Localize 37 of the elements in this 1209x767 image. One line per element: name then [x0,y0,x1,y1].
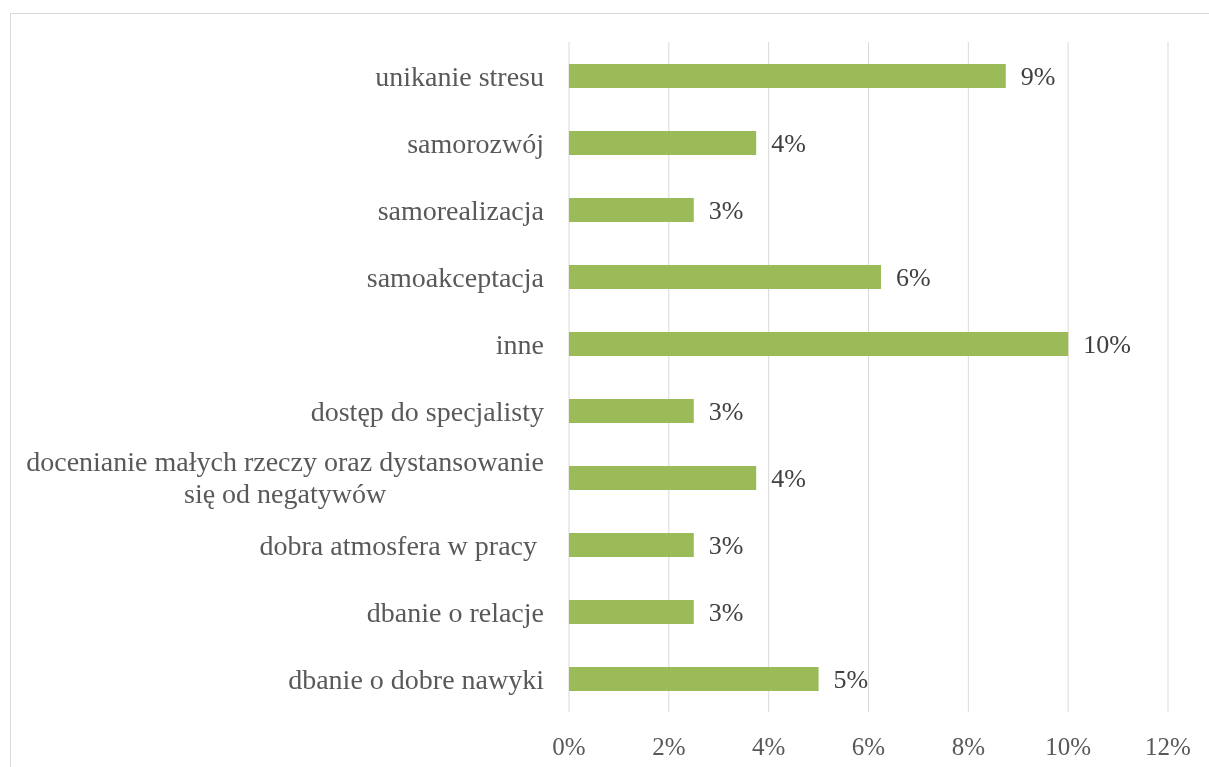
x-tick-label: 10% [1045,733,1092,760]
y-tick-label: docenianie małych rzeczy oraz dystansowanie się od negatywów [26,446,545,509]
data-label: 4% [771,463,806,493]
data-label: 3% [708,195,744,225]
x-tick-label: 6% [851,733,886,760]
y-tick-label: dbanie o dobre nawyki [288,663,545,694]
y-tick-label: samorealizacja [377,194,545,225]
y-tick-label: unikanie stresu [375,60,544,91]
y-tick-label: dostęp do specjalisty [310,395,544,426]
data-label: 3% [708,530,744,560]
bar [569,265,881,289]
y-tick-label: dobra atmosfera w pracy [259,529,544,560]
data-label: 4% [771,128,806,158]
bar [569,466,757,490]
y-tick-label: samorozwój [407,127,544,158]
data-label: 10% [1083,329,1131,359]
x-tick-label: 8% [951,733,985,760]
data-label: 5% [833,664,869,694]
bar [569,332,1069,356]
data-label: 3% [708,396,744,426]
bar [569,600,694,624]
x-tick-label: 2% [652,733,686,760]
bar [569,131,757,155]
data-label: 6% [895,262,931,292]
x-tick-label: 0% [552,733,586,760]
y-tick-label: inne [495,328,544,359]
bar [569,667,819,691]
bar [569,533,694,557]
bar [569,399,694,423]
y-tick-label: dbanie o relacje [366,596,544,627]
data-label: 3% [708,597,744,627]
x-tick-label: 4% [752,733,786,760]
data-label: 9% [1020,61,1056,91]
bar [569,64,1006,88]
y-tick-label: samoakceptacja [366,261,545,292]
x-tick-label: 12% [1145,733,1191,760]
bar [569,198,694,222]
